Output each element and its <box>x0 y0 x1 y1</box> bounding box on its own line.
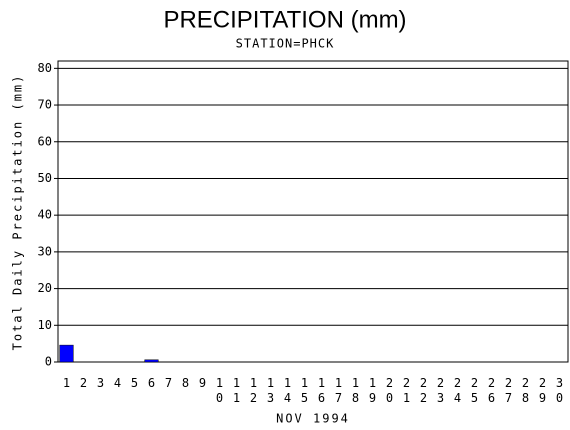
x-tick-char: 2 <box>454 376 461 390</box>
x-tick-char: 2 <box>471 376 478 390</box>
x-tick-char: 1 <box>335 376 342 390</box>
x-tick-char: 4 <box>284 391 291 405</box>
x-tick-char: 1 <box>284 376 291 390</box>
chart-title: PRECIPITATION (mm) <box>163 6 406 33</box>
x-axis-label: NOV 1994 <box>276 412 350 426</box>
x-tick-char: 6 <box>148 376 155 390</box>
x-tick-char: 1 <box>63 376 70 390</box>
x-tick-label: 3 <box>97 376 104 390</box>
x-tick-char: 4 <box>454 391 461 405</box>
x-tick-char: 9 <box>199 376 206 390</box>
x-tick-char: 2 <box>250 391 257 405</box>
x-tick-char: 8 <box>352 391 359 405</box>
x-tick-char: 1 <box>267 376 274 390</box>
x-tick-label: 2 <box>80 376 87 390</box>
x-tick-char: 2 <box>403 376 410 390</box>
x-tick-char: 7 <box>505 391 512 405</box>
x-tick-label: 8 <box>182 376 189 390</box>
y-tick-label: 60 <box>38 134 52 148</box>
y-axis-label: Total Daily Precipitation (mm) <box>11 74 25 351</box>
y-tick-label: 0 <box>45 355 52 369</box>
x-tick-char: 2 <box>488 376 495 390</box>
x-tick-char: 8 <box>522 391 529 405</box>
y-tick-label: 80 <box>38 61 52 75</box>
x-tick-label: 4 <box>114 376 121 390</box>
chart-subtitle: STATION=PHCK <box>236 37 335 51</box>
bar <box>59 344 74 363</box>
x-tick-char: 1 <box>233 376 240 390</box>
x-tick-char: 0 <box>386 391 393 405</box>
plot-frame <box>57 60 569 363</box>
x-tick-char: 1 <box>352 376 359 390</box>
y-tick-label: 50 <box>38 171 52 185</box>
x-tick-char: 5 <box>301 391 308 405</box>
x-tick-char: 1 <box>318 376 325 390</box>
x-tick-char: 6 <box>488 391 495 405</box>
x-tick-char: 9 <box>369 391 376 405</box>
y-tick-label: 20 <box>38 281 52 295</box>
y-tick-label: 30 <box>38 244 52 258</box>
x-tick-char: 2 <box>437 376 444 390</box>
x-tick-char: 1 <box>250 376 257 390</box>
x-tick-label: 9 <box>199 376 206 390</box>
x-tick-char: 0 <box>216 391 223 405</box>
x-tick-char: 2 <box>386 376 393 390</box>
x-tick-label: 7 <box>165 376 172 390</box>
x-tick-char: 0 <box>556 391 563 405</box>
x-tick-char: 1 <box>403 391 410 405</box>
y-tick-label: 40 <box>38 208 52 222</box>
x-tick-char: 4 <box>114 376 121 390</box>
x-tick-char: 5 <box>131 376 138 390</box>
x-tick-char: 9 <box>539 391 546 405</box>
x-tick-char: 1 <box>301 376 308 390</box>
x-tick-char: 3 <box>267 391 274 405</box>
x-tick-char: 2 <box>522 376 529 390</box>
x-tick-label: 1 <box>63 376 70 390</box>
x-tick-label: 6 <box>148 376 155 390</box>
x-tick-char: 3 <box>556 376 563 390</box>
x-tick-char: 8 <box>182 376 189 390</box>
x-tick-char: 1 <box>216 376 223 390</box>
x-tick-char: 2 <box>505 376 512 390</box>
x-tick-char: 7 <box>335 391 342 405</box>
x-tick-char: 2 <box>420 391 427 405</box>
x-tick-char: 2 <box>539 376 546 390</box>
x-tick-char: 1 <box>369 376 376 390</box>
x-tick-char: 1 <box>233 391 240 405</box>
x-tick-char: 5 <box>471 391 478 405</box>
x-tick-char: 2 <box>420 376 427 390</box>
x-tick-char: 6 <box>318 391 325 405</box>
x-tick-char: 3 <box>437 391 444 405</box>
x-tick-char: 3 <box>97 376 104 390</box>
x-tick-char: 2 <box>80 376 87 390</box>
y-tick-label: 10 <box>38 318 52 332</box>
x-tick-char: 7 <box>165 376 172 390</box>
x-tick-label: 5 <box>131 376 138 390</box>
bar <box>144 359 159 363</box>
y-tick-label: 70 <box>38 98 52 112</box>
